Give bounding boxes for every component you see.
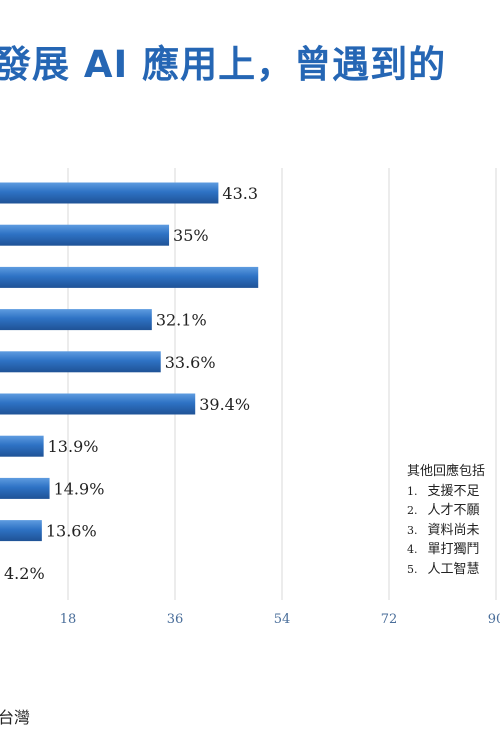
bar-value-label: 43.3: [222, 184, 258, 203]
note-item: 5. 人工智慧: [407, 561, 480, 577]
note-heading: 其他回應包括: [407, 464, 486, 479]
bar: [0, 309, 152, 331]
note-item: 2. 人才不願: [407, 503, 480, 518]
x-tick-label: 36: [167, 612, 184, 627]
bars: [0, 182, 259, 542]
note-item: 1. 支援不足: [407, 483, 480, 499]
x-axis-ticks: 18 36 54 72 90: [60, 612, 500, 627]
bar-value-label: 39.4%: [199, 395, 250, 414]
x-tick-label: 90: [488, 612, 500, 627]
note-item: 4. 單打獨鬥: [407, 542, 480, 557]
bar-value-label: 35%: [173, 226, 209, 245]
bar: [0, 477, 50, 499]
bar: [0, 266, 259, 288]
bar-value-label: 13.6%: [46, 522, 97, 541]
other-responses-note: 其他回應包括 1. 支援不足 2. 人才不願 3. 資料尚未 4. 單打獨鬥 5. 人工智…: [407, 462, 500, 579]
bar: [0, 182, 219, 204]
note-item: 3. 資料尚未: [407, 522, 480, 538]
bar: [0, 393, 196, 415]
bar: [0, 224, 170, 246]
x-tick-label: 18: [60, 612, 77, 627]
source-note: 台灣: [0, 708, 31, 727]
chart-title: 發展 AI 應用上，曾遇到的: [0, 43, 447, 86]
bar: [0, 435, 44, 457]
bar: [0, 520, 42, 542]
bar-value-label: 33.6%: [165, 353, 216, 372]
bar: [0, 351, 161, 373]
data-labels: 43.3 35% 32.1% 33.6% 39.4% 13.9% 14.9% 13.6% 4.2…: [4, 184, 258, 583]
bar-value-label: 13.9%: [48, 437, 99, 456]
bar-value-label: 14.9%: [54, 479, 105, 498]
x-tick-label: 72: [381, 612, 398, 627]
x-tick-label: 54: [274, 612, 291, 627]
bar-value-label: 4.2%: [4, 564, 45, 583]
bar-value-label: 32.1%: [156, 311, 207, 330]
